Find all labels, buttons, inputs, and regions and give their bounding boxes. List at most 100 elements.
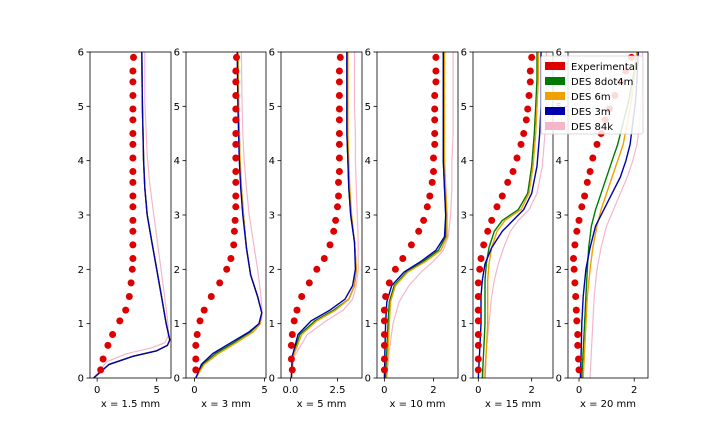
experimental-point — [335, 78, 343, 86]
experimental-point — [574, 331, 582, 338]
experimental-point — [232, 168, 240, 175]
experimental-point — [391, 265, 399, 273]
y-tick-label: 4 — [174, 156, 180, 167]
experimental-point — [528, 53, 536, 61]
experimental-point — [232, 140, 240, 148]
experimental-point — [287, 355, 295, 363]
series-line-des-8dot4m — [481, 52, 538, 378]
y-tick-label: 0 — [78, 374, 84, 385]
experimental-point — [232, 192, 240, 200]
experimental-point — [474, 293, 482, 300]
experimental-point — [335, 130, 343, 137]
x-tick-label: 0 — [475, 385, 481, 396]
experimental-point — [288, 366, 296, 374]
experimental-point — [420, 216, 428, 224]
series-line-des-84k — [290, 52, 359, 378]
y-tick-label: 6 — [78, 48, 84, 59]
experimental-markers — [192, 53, 240, 374]
y-tick-label: 4 — [365, 156, 371, 167]
y-tick-label: 3 — [461, 211, 467, 222]
x-axis-label: x = 1.5 mm — [101, 399, 160, 410]
experimental-point — [474, 341, 482, 349]
x-tick-label: 2 — [528, 385, 534, 396]
experimental-point — [586, 168, 594, 175]
y-tick-label: 6 — [174, 48, 180, 59]
experimental-point — [399, 255, 407, 262]
experimental-point — [380, 306, 388, 314]
experimental-point — [504, 178, 512, 186]
y-tick-label: 5 — [78, 102, 84, 113]
experimental-point — [232, 67, 240, 75]
x-tick-label: 5 — [154, 385, 160, 396]
y-tick-label: 3 — [269, 211, 275, 222]
experimental-point — [380, 366, 388, 374]
x-tick-label: 0 — [381, 385, 387, 396]
experimental-point — [517, 140, 525, 148]
subplot-5: 0 1 2 3 4 5 6 0 2 x = 15 mm — [461, 48, 554, 410]
experimental-point — [574, 341, 582, 349]
experimental-point — [129, 78, 137, 86]
legend-label: DES 8dot4m — [571, 77, 633, 88]
experimental-point — [524, 105, 532, 113]
experimental-point — [423, 203, 431, 211]
experimental-markers — [474, 53, 536, 374]
experimental-point — [230, 241, 238, 249]
experimental-point — [380, 341, 388, 349]
experimental-point — [129, 116, 137, 124]
experimental-point — [474, 355, 482, 363]
experimental-point — [130, 53, 137, 61]
experimental-point — [385, 279, 393, 287]
y-tick-label: 2 — [174, 265, 180, 276]
experimental-point — [116, 317, 124, 325]
experimental-point — [432, 78, 440, 86]
y-tick-label: 1 — [556, 319, 562, 330]
y-tick-label: 0 — [174, 374, 180, 385]
experimental-point — [498, 192, 506, 200]
experimental-point — [287, 341, 295, 349]
experimental-point — [432, 67, 440, 75]
experimental-point — [109, 331, 117, 338]
experimental-point — [207, 293, 215, 300]
y-tick-label: 1 — [365, 319, 371, 330]
legend-label: DES 6m — [571, 92, 611, 103]
series-lines — [195, 52, 263, 378]
experimental-point — [332, 216, 340, 224]
experimental-point — [223, 265, 231, 273]
y-tick-label: 3 — [174, 211, 180, 222]
y-tick-label: 0 — [556, 374, 562, 385]
experimental-point — [526, 67, 534, 75]
experimental-point — [589, 154, 597, 162]
legend-box — [540, 55, 644, 135]
y-tick-label: 0 — [365, 374, 371, 385]
experimental-point — [430, 154, 437, 162]
series-lines — [290, 52, 359, 378]
subplot-4: 0 1 2 3 4 5 6 0 2 x = 10 mm — [365, 48, 459, 410]
experimental-point — [476, 265, 484, 273]
legend-label: Experimental — [571, 62, 638, 73]
experimental-point — [233, 53, 240, 61]
experimental-point — [129, 178, 137, 186]
experimental-point — [192, 341, 200, 349]
experimental-point — [474, 306, 482, 314]
experimental-point — [193, 331, 201, 338]
series-line-des-3m — [290, 52, 357, 378]
legend-swatch — [545, 92, 565, 100]
y-tick-label: 2 — [78, 265, 84, 276]
axes-frame — [280, 51, 363, 379]
experimental-point — [335, 140, 343, 148]
experimental-point — [570, 265, 578, 273]
experimental-point — [477, 255, 485, 262]
legend-label: DES 3m — [571, 107, 611, 118]
experimental-point — [480, 241, 488, 249]
experimental-point — [129, 216, 137, 224]
experimental-point — [129, 67, 137, 75]
experimental-point — [581, 192, 589, 200]
experimental-point — [430, 168, 437, 175]
experimental-point — [431, 105, 439, 113]
y-tick-label: 2 — [365, 265, 371, 276]
axes-frame — [89, 51, 172, 379]
y-tick-label: 5 — [174, 102, 180, 113]
experimental-point — [571, 279, 579, 287]
y-tick-label: 4 — [78, 156, 84, 167]
experimental-point — [288, 331, 296, 338]
